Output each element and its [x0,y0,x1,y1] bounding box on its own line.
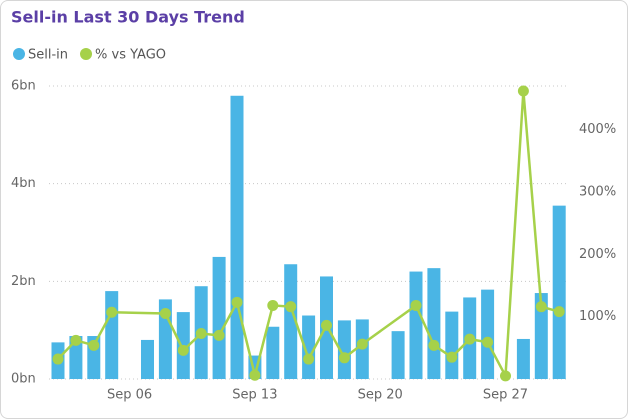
line-point [428,339,440,351]
legend-swatch [80,48,93,60]
y-tick-label: 2bn [11,274,36,289]
bar [266,326,280,379]
line-point [535,301,547,313]
line-point [70,334,82,346]
y2-tick-label: 400% [579,122,616,137]
line-point [159,308,171,320]
line-point [553,306,565,318]
line-point [410,299,422,311]
y-tick-label: 4bn [11,176,36,191]
line-point [88,339,100,351]
line-point [177,344,189,356]
legend-label: % vs YAGO [95,48,166,63]
x-tick-label: Sep 13 [232,388,277,403]
line-point [249,369,261,381]
bar [534,293,548,379]
line-point [231,296,243,308]
line-point [321,319,332,331]
bar [337,320,351,379]
x-tick-label: Sep 20 [358,388,403,403]
y-tick-label: 0bn [11,372,36,387]
line-point [285,301,297,313]
bar [105,291,119,379]
bar [391,331,405,379]
y2-tick-label: 300% [579,184,616,199]
line-point [303,353,315,365]
y2-tick-label: 100% [579,309,616,324]
line-point [446,351,458,363]
x-tick-label: Sep 27 [483,388,528,403]
x-tick-label: Sep 06 [107,388,152,403]
line-point [338,352,350,364]
line-point [464,333,476,345]
bar [445,311,459,379]
line-point [500,370,511,382]
line-point [482,336,494,348]
bar [141,339,154,379]
bar [409,271,423,379]
bar [284,264,298,379]
bar [552,205,566,379]
chart-title: Sell-in Last 30 Days Trend [11,8,245,27]
line-point [195,327,207,339]
legend-swatch [13,48,25,60]
line-point [213,329,225,341]
line-point [517,85,529,97]
bar [69,336,83,379]
bar [481,289,495,379]
bar [516,338,530,379]
line-point [106,306,118,318]
y-tick-label: 6bn [11,79,36,94]
line-point [356,338,368,350]
line-point [52,353,64,365]
y2-tick-label: 200% [579,247,616,262]
bar [212,256,226,379]
legend-label: Sell-in [28,48,68,63]
line-point [267,299,279,311]
bar [427,268,441,379]
bar [230,95,244,380]
